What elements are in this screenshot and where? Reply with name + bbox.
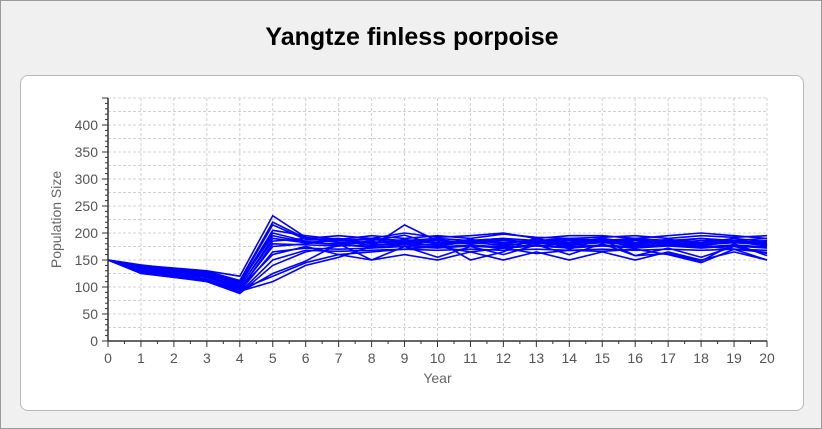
- x-tick-label: 16: [627, 350, 643, 366]
- y-axis-title: Population Size: [48, 171, 64, 269]
- x-tick-label: 3: [203, 350, 211, 366]
- x-tick-label: 17: [660, 350, 676, 366]
- x-tick-label: 4: [236, 350, 244, 366]
- x-tick-label: 1: [137, 350, 145, 366]
- grid: [107, 97, 768, 342]
- y-tick-label: 300: [75, 171, 99, 187]
- y-tick-label: 50: [82, 306, 98, 322]
- series-line: [107, 245, 768, 290]
- series-group: [107, 214, 768, 295]
- series-line: [107, 232, 768, 287]
- x-tick-label: 8: [368, 350, 376, 366]
- y-tick-label: 100: [75, 279, 99, 295]
- chart-title: Yangtze finless porpoise: [265, 23, 559, 51]
- y-tick-label: 400: [75, 117, 99, 133]
- x-tick-label: 6: [302, 350, 310, 366]
- x-tick-label: 19: [726, 350, 742, 366]
- x-tick-label: 0: [104, 350, 112, 366]
- y-tick-label: 350: [75, 144, 99, 160]
- x-tick-label: 2: [170, 350, 178, 366]
- y-tick-label: 200: [75, 225, 99, 241]
- y-tick-label: 150: [75, 252, 99, 268]
- x-tick-label: 13: [529, 350, 545, 366]
- x-tick-label: 5: [269, 350, 277, 366]
- x-tick-label: 20: [759, 350, 775, 366]
- x-tick-label: 18: [693, 350, 709, 366]
- series-line: [107, 238, 768, 290]
- y-tick-label: 250: [75, 198, 99, 214]
- x-tick-label: 11: [463, 350, 478, 366]
- x-tick-label: 15: [594, 350, 610, 366]
- series-line: [107, 234, 768, 284]
- x-axis-title: Year: [423, 370, 452, 386]
- x-tick-label: 9: [401, 350, 409, 366]
- chart-panel: 0 50 100 150 200 250 300 350 400 0 1 2 3 4 5 6 7 8 9 10 11 12…: [20, 75, 804, 411]
- x-tick-label: 14: [562, 350, 578, 366]
- y-tick-label: 0: [90, 333, 98, 349]
- axes: [102, 97, 768, 347]
- x-tick-label: 10: [430, 350, 446, 366]
- x-tick-label: 12: [496, 350, 512, 366]
- series-line: [107, 221, 768, 282]
- x-tick-label: 7: [335, 350, 343, 366]
